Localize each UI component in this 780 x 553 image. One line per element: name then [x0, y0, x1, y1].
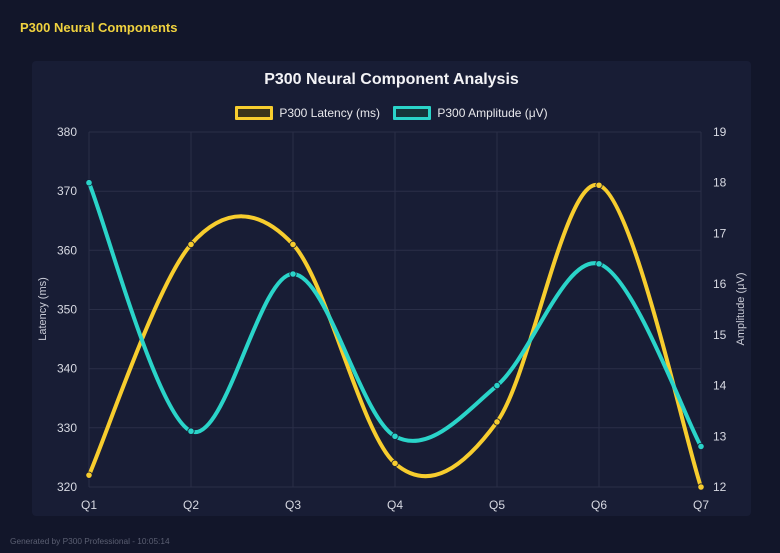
svg-text:Q2: Q2	[183, 498, 199, 512]
svg-text:Q3: Q3	[285, 498, 301, 512]
svg-text:Q5: Q5	[489, 498, 505, 512]
svg-text:380: 380	[57, 125, 77, 139]
svg-text:18: 18	[713, 176, 727, 190]
svg-text:12: 12	[713, 480, 727, 494]
svg-text:Latency (ms): Latency (ms)	[37, 277, 49, 341]
svg-text:Q1: Q1	[81, 498, 97, 512]
svg-text:16: 16	[713, 277, 727, 291]
svg-text:13: 13	[713, 429, 727, 443]
svg-text:370: 370	[57, 184, 77, 198]
svg-text:330: 330	[57, 421, 77, 435]
svg-text:360: 360	[57, 243, 77, 257]
svg-text:Q6: Q6	[591, 498, 607, 512]
svg-text:14: 14	[713, 379, 727, 393]
svg-text:320: 320	[57, 480, 77, 494]
svg-text:350: 350	[57, 303, 77, 317]
svg-text:340: 340	[57, 362, 77, 376]
svg-text:Q4: Q4	[387, 498, 403, 512]
svg-text:19: 19	[713, 125, 727, 139]
svg-text:Amplitude (μV): Amplitude (μV)	[735, 273, 747, 346]
svg-text:17: 17	[713, 226, 727, 240]
svg-text:15: 15	[713, 328, 727, 342]
svg-text:Q7: Q7	[693, 498, 709, 512]
